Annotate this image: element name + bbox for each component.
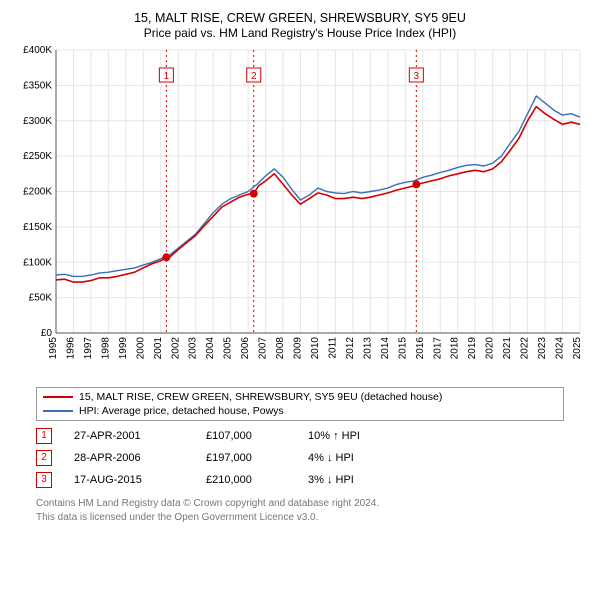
svg-text:2022: 2022 <box>520 337 531 360</box>
svg-text:£350K: £350K <box>23 81 52 92</box>
svg-text:2016: 2016 <box>415 337 426 360</box>
sale-date: 27-APR-2001 <box>74 430 184 442</box>
sale-row: 1 27-APR-2001 £107,000 10% ↑ HPI <box>36 425 564 447</box>
svg-text:£300K: £300K <box>23 116 52 127</box>
sale-price: £210,000 <box>206 474 286 486</box>
svg-text:2024: 2024 <box>555 337 566 360</box>
svg-text:2008: 2008 <box>275 337 286 360</box>
svg-text:2025: 2025 <box>572 337 583 360</box>
title-line-1: 15, MALT RISE, CREW GREEN, SHREWSBURY, S… <box>12 10 588 26</box>
svg-text:2000: 2000 <box>135 337 146 360</box>
legend-row: 15, MALT RISE, CREW GREEN, SHREWSBURY, S… <box>43 390 557 404</box>
svg-text:£250K: £250K <box>23 151 52 162</box>
svg-text:2009: 2009 <box>293 337 304 360</box>
price-hpi-line-chart: £0£50K£100K£150K£200K£250K£300K£350K£400… <box>12 46 588 381</box>
legend-swatch <box>43 396 73 398</box>
footer-line-2: This data is licensed under the Open Gov… <box>36 511 564 525</box>
sale-price: £107,000 <box>206 430 286 442</box>
footer-line-1: Contains HM Land Registry data © Crown c… <box>36 497 564 511</box>
chart-container: 15, MALT RISE, CREW GREEN, SHREWSBURY, S… <box>0 0 600 590</box>
svg-text:2017: 2017 <box>432 337 443 360</box>
sale-hpi-delta: 4% ↓ HPI <box>308 452 354 464</box>
svg-text:2007: 2007 <box>258 337 269 360</box>
legend-label: 15, MALT RISE, CREW GREEN, SHREWSBURY, S… <box>79 391 442 403</box>
svg-text:£200K: £200K <box>23 187 52 198</box>
svg-text:2006: 2006 <box>240 337 251 360</box>
sale-marker-number: 1 <box>36 428 52 444</box>
svg-text:1996: 1996 <box>65 337 76 360</box>
sale-date: 28-APR-2006 <box>74 452 184 464</box>
svg-text:2021: 2021 <box>502 337 513 360</box>
svg-text:1998: 1998 <box>100 337 111 360</box>
svg-text:2018: 2018 <box>450 337 461 360</box>
svg-text:2020: 2020 <box>485 337 496 360</box>
svg-text:£100K: £100K <box>23 258 52 269</box>
svg-text:£50K: £50K <box>29 293 53 304</box>
svg-text:2023: 2023 <box>537 337 548 360</box>
svg-text:1999: 1999 <box>118 337 129 360</box>
footer-attribution: Contains HM Land Registry data © Crown c… <box>36 497 564 524</box>
legend-row: HPI: Average price, detached house, Powy… <box>43 404 557 418</box>
svg-text:2015: 2015 <box>397 337 408 360</box>
svg-text:2003: 2003 <box>188 337 199 360</box>
svg-text:2019: 2019 <box>467 337 478 360</box>
svg-text:1997: 1997 <box>83 337 94 360</box>
legend-label: HPI: Average price, detached house, Powy… <box>79 405 284 417</box>
svg-text:£150K: £150K <box>23 222 52 233</box>
sale-hpi-delta: 3% ↓ HPI <box>308 474 354 486</box>
svg-text:2011: 2011 <box>327 337 338 359</box>
legend-box: 15, MALT RISE, CREW GREEN, SHREWSBURY, S… <box>36 387 564 421</box>
svg-text:2: 2 <box>251 71 257 82</box>
legend-swatch <box>43 410 73 412</box>
svg-text:2014: 2014 <box>380 337 391 360</box>
sale-row: 2 28-APR-2006 £197,000 4% ↓ HPI <box>36 447 564 469</box>
title-line-2: Price paid vs. HM Land Registry's House … <box>12 26 588 40</box>
svg-text:£400K: £400K <box>23 46 52 56</box>
svg-text:1995: 1995 <box>48 337 59 360</box>
sales-table: 1 27-APR-2001 £107,000 10% ↑ HPI 2 28-APR-200… <box>36 425 564 491</box>
svg-text:2004: 2004 <box>205 337 216 360</box>
svg-text:2001: 2001 <box>153 337 164 360</box>
svg-text:2010: 2010 <box>310 337 321 360</box>
sale-marker-number: 2 <box>36 450 52 466</box>
svg-text:2013: 2013 <box>362 337 373 360</box>
svg-text:2005: 2005 <box>223 337 234 360</box>
sale-price: £197,000 <box>206 452 286 464</box>
svg-text:2002: 2002 <box>170 337 181 360</box>
svg-text:1: 1 <box>164 71 170 82</box>
svg-text:2012: 2012 <box>345 337 356 360</box>
svg-text:3: 3 <box>414 71 420 82</box>
sale-row: 3 17-AUG-2015 £210,000 3% ↓ HPI <box>36 469 564 491</box>
sale-marker-number: 3 <box>36 472 52 488</box>
sale-hpi-delta: 10% ↑ HPI <box>308 430 360 442</box>
sale-date: 17-AUG-2015 <box>74 474 184 486</box>
